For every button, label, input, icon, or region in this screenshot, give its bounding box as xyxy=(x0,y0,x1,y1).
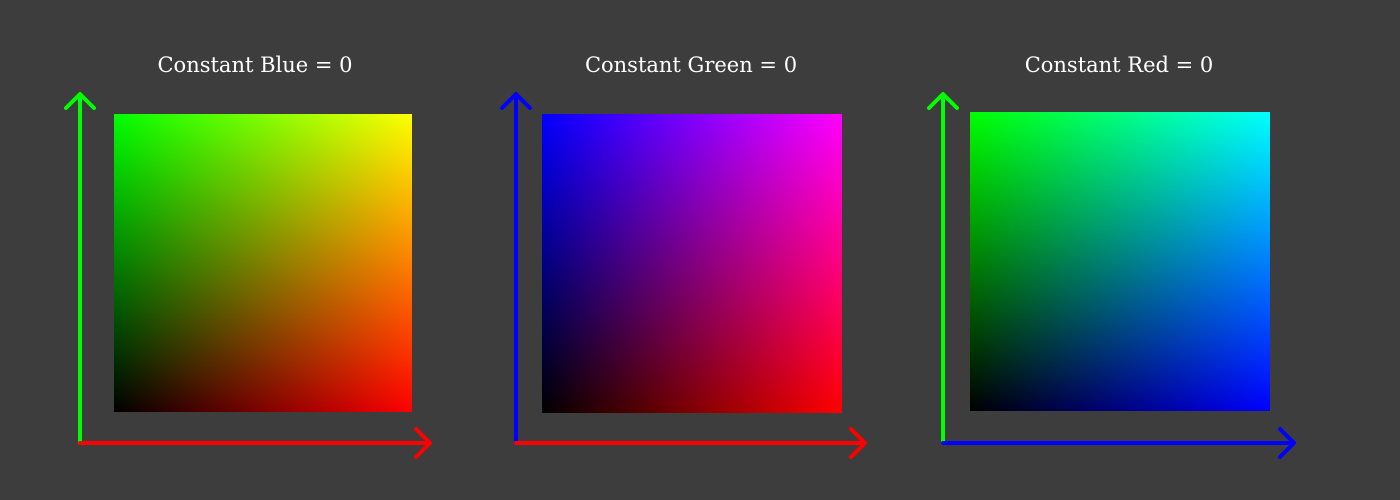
axes xyxy=(927,92,1296,459)
color-gradient-square xyxy=(970,112,1270,411)
x-axis-arrowhead xyxy=(1278,427,1296,459)
y-axis-arrowhead xyxy=(64,92,96,110)
panel-constant-green: Constant Green = 0 xyxy=(436,0,876,500)
x-axis-arrowhead xyxy=(414,427,432,459)
panel-title: Constant Red = 0 xyxy=(1024,53,1214,77)
axes xyxy=(64,92,432,459)
y-axis-arrowhead xyxy=(927,92,959,110)
panel-constant-blue: Constant Blue = 0 xyxy=(0,0,440,500)
x-axis-arrowhead xyxy=(849,427,867,459)
panel-title: Constant Green = 0 xyxy=(584,53,798,77)
color-gradient-square xyxy=(114,114,412,412)
axes xyxy=(500,92,867,459)
panel-constant-red: Constant Red = 0 xyxy=(863,0,1303,500)
panel-title: Constant Blue = 0 xyxy=(157,53,353,77)
color-gradient-square xyxy=(542,114,842,413)
y-axis-arrowhead xyxy=(500,92,532,110)
